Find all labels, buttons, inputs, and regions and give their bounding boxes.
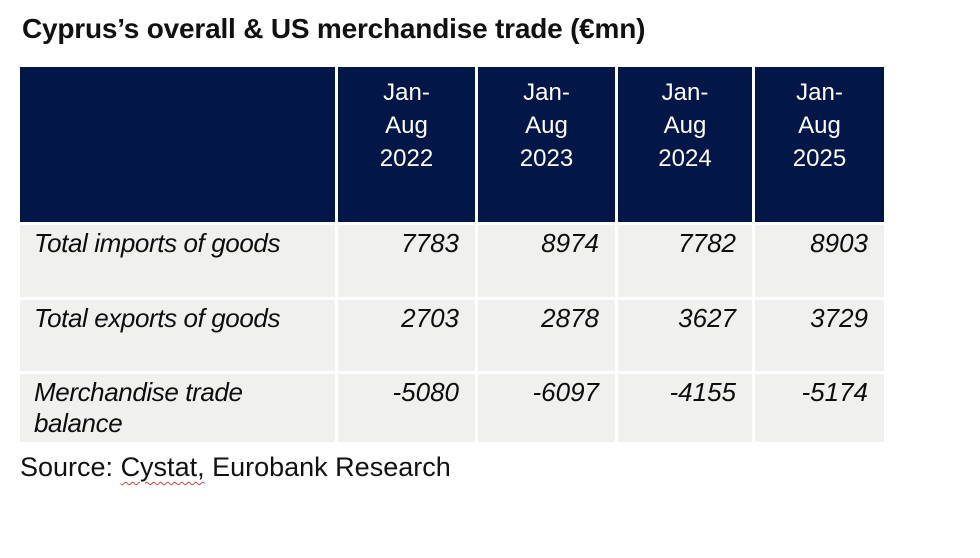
value-cell-balance-2022: -5080 [338,374,475,442]
value-cell-exports-2023: 2878 [478,300,615,371]
value-cell-imports-2025: 8903 [755,225,884,297]
source-note: Source: Cystat, Eurobank Research [20,449,980,485]
column-header-label: Jan-Aug 2022 [379,79,434,172]
column-header-label: Jan-Aug 2025 [792,79,847,172]
value-cell-imports-2022: 7783 [338,225,475,297]
table-header-row: Jan-Aug 2022 Jan-Aug 2023 Jan-Aug 2024 J… [20,67,884,222]
row-label: Total imports of goods [20,225,335,297]
value-cell-exports-2025: 3729 [755,300,884,371]
row-label: Merchandise trade balance [20,374,335,442]
value-cell-exports-2022: 2703 [338,300,475,371]
figure-title: Cyprus’s overall & US merchandise trade … [22,13,646,44]
source-misspelled-word: Cystat, [120,452,205,482]
value-cell-balance-2025: -5174 [755,374,884,442]
table-row-trade-balance: Merchandise trade balance -5080 -6097 -4… [20,374,884,442]
table-row-total-exports: Total exports of goods 2703 2878 3627 37… [20,300,884,371]
column-header-label: Jan-Aug 2024 [658,79,712,172]
column-header-jan-aug-2025: Jan-Aug 2025 [755,67,884,222]
table-row-total-imports: Total imports of goods 7783 8974 7782 89… [20,225,884,297]
value-cell-exports-2024: 3627 [618,300,752,371]
source-suffix: Eurobank Research [204,452,451,482]
source-prefix: Source: [20,452,121,482]
value-cell-balance-2023: -6097 [478,374,615,442]
column-header-jan-aug-2022: Jan-Aug 2022 [338,67,475,222]
value-cell-balance-2024: -4155 [618,374,752,442]
table-corner-cell [20,67,335,222]
column-header-jan-aug-2024: Jan-Aug 2024 [618,67,752,222]
column-header-jan-aug-2023: Jan-Aug 2023 [478,67,615,222]
report-figure: Cyprus’s overall & US merchandise trade … [0,10,980,485]
trade-table: Jan-Aug 2022 Jan-Aug 2023 Jan-Aug 2024 J… [17,64,887,445]
row-label: Total exports of goods [20,300,335,371]
value-cell-imports-2024: 7782 [618,225,752,297]
value-cell-imports-2023: 8974 [478,225,615,297]
column-header-label: Jan-Aug 2023 [519,79,574,172]
